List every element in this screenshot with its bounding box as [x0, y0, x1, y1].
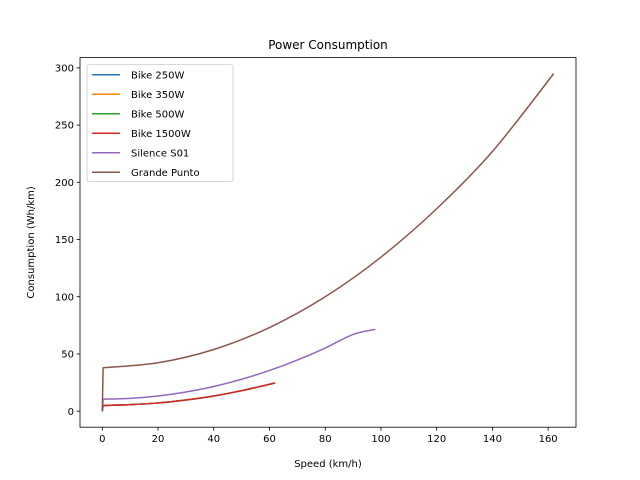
- x-tick-label: 20: [152, 434, 165, 445]
- legend-label: Bike 1500W: [131, 129, 191, 140]
- legend-box: [86, 64, 234, 183]
- x-tick-label: 120: [427, 434, 446, 445]
- legend-label: Silence S01: [131, 148, 189, 159]
- x-tick-label: 80: [319, 434, 332, 445]
- legend-label: Grande Punto: [131, 168, 200, 179]
- y-tick-label: 300: [55, 63, 74, 74]
- x-tick-label: 60: [263, 434, 276, 445]
- plot-lines: [101, 73, 555, 412]
- y-tick-label: 150: [55, 235, 74, 246]
- x-axis-ticks: 0 20 40 60 80 100 120 140 160: [99, 427, 558, 445]
- y-tick-label: 200: [55, 178, 74, 189]
- x-tick-label: 100: [371, 434, 390, 445]
- legend-label: Bike 500W: [131, 109, 184, 120]
- y-tick-label: 50: [61, 350, 74, 361]
- y-tick-label: 250: [55, 121, 74, 132]
- y-tick-label: 0: [68, 407, 74, 418]
- y-axis-label: Consumption (Wh/km): [26, 186, 37, 298]
- series-line-5: [101, 328, 376, 412]
- chart-title: Power Consumption: [268, 38, 388, 52]
- y-tick-label: 100: [55, 292, 74, 303]
- x-tick-label: 40: [207, 434, 220, 445]
- series-line-6: [101, 73, 555, 412]
- series-line-4: [101, 382, 276, 412]
- plot-frame: [79, 57, 577, 428]
- legend-label: Bike 250W: [131, 70, 184, 81]
- legend-label: Bike 350W: [131, 90, 184, 101]
- legend: Bike 250W Bike 350W Bike 500W Bike 1500W Sil…: [86, 64, 234, 183]
- x-axis-label: Speed (km/h): [294, 459, 362, 470]
- x-tick-label: 160: [539, 434, 558, 445]
- x-tick-label: 0: [99, 434, 105, 445]
- x-tick-label: 140: [483, 434, 502, 445]
- y-axis-ticks: 0 50 100 150 200 250 300: [55, 63, 80, 418]
